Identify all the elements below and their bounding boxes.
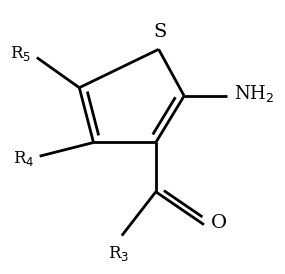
Text: R$_5$: R$_5$	[10, 44, 31, 63]
Text: R$_3$: R$_3$	[108, 244, 130, 263]
Text: S: S	[153, 23, 167, 41]
Text: R$_4$: R$_4$	[13, 149, 34, 169]
Text: NH$_2$: NH$_2$	[234, 83, 274, 104]
Text: O: O	[211, 214, 227, 232]
